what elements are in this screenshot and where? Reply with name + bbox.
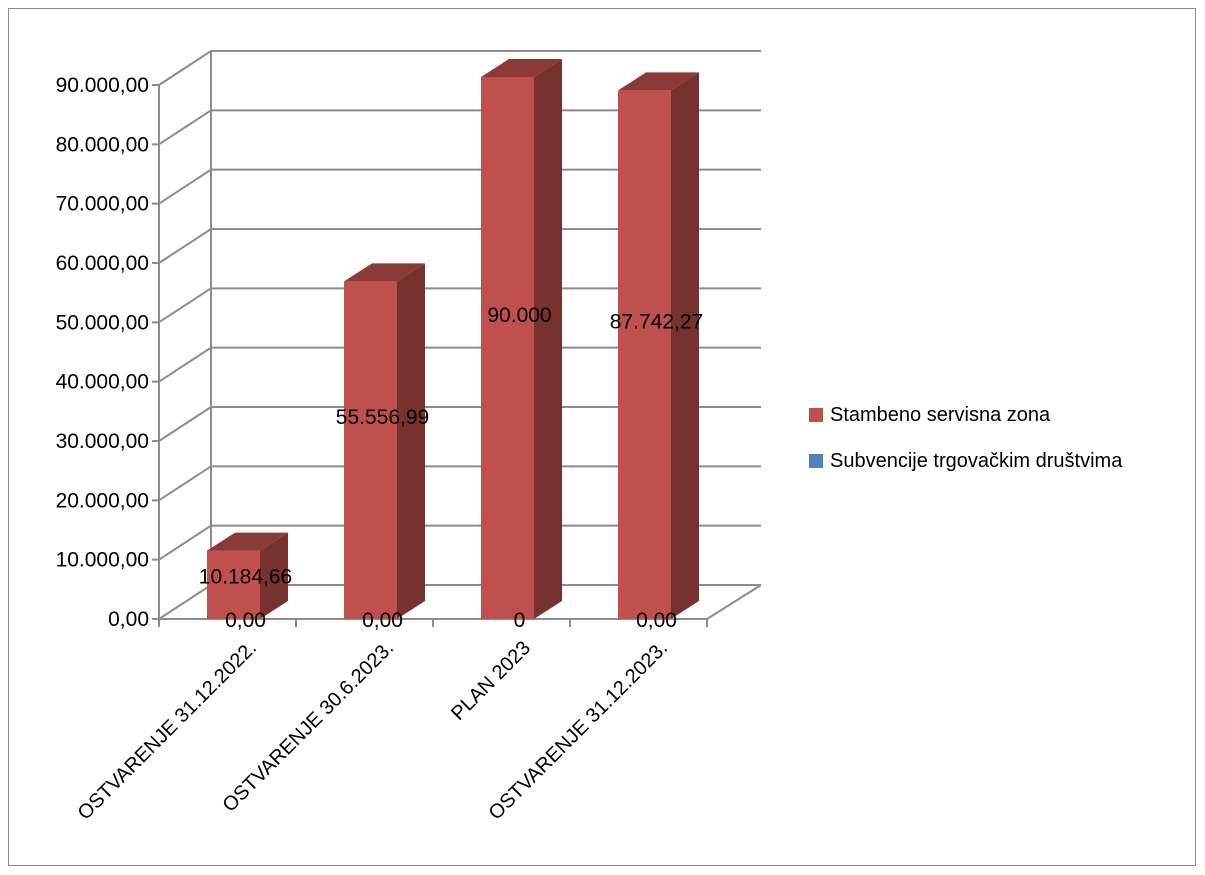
y-tick-label: 40.000,00 (56, 371, 149, 394)
gridline (158, 406, 761, 442)
gridline (158, 228, 761, 264)
legend: Stambeno servisna zona Subvencije trgovač… (809, 404, 1123, 472)
data-labels: 10.184,66 0,00 55.556,99 0,00 90.000 0 87.742,… (199, 304, 703, 632)
gridline (158, 287, 761, 324)
data-label: 10.184,66 (199, 566, 292, 589)
gridlines (158, 50, 761, 620)
y-tick-label: 0,00 (108, 608, 149, 631)
legend-swatch (809, 408, 823, 422)
y-tick-label: 80.000,00 (56, 133, 149, 156)
gridline (158, 346, 761, 383)
axes (152, 84, 708, 627)
y-tick-label: 20.000,00 (56, 489, 149, 512)
data-label: 0,00 (362, 609, 403, 632)
data-label: 55.556,99 (336, 406, 429, 429)
data-label: 0,00 (225, 609, 266, 632)
y-tick-labels: 0,00 10.000,00 20.000,00 30.000,00 40.000,00… (56, 74, 149, 631)
gridline (158, 465, 761, 502)
x-tick-label: PLAN 2023 (447, 637, 535, 725)
bar-top (618, 72, 699, 91)
bar-side (397, 263, 425, 619)
y-tick-label: 50.000,00 (56, 311, 149, 334)
bar-0 (207, 532, 288, 619)
bar-3 (618, 72, 699, 619)
gridline (158, 168, 761, 205)
y-tick-label: 60.000,00 (56, 252, 149, 275)
bar-side (260, 532, 288, 619)
bar-side (671, 72, 699, 619)
chart-area: 0,00 10.000,00 20.000,00 30.000,00 40.000,00… (8, 8, 1196, 866)
data-label: 0 (514, 609, 526, 632)
bar-front (344, 281, 397, 619)
legend-label: Stambeno servisna zona (830, 404, 1051, 426)
y-tick-label: 90.000,00 (56, 74, 149, 97)
legend-swatch (809, 454, 823, 468)
bar-top (207, 532, 288, 551)
y-tick-label: 70.000,00 (56, 193, 149, 216)
data-label: 90.000 (487, 304, 551, 327)
gridline (158, 524, 761, 561)
gridline (158, 50, 761, 86)
bar-front (481, 77, 534, 619)
data-label: 87.742,27 (610, 311, 703, 334)
gridline (158, 109, 761, 146)
bars (207, 59, 699, 619)
bar-top (481, 59, 562, 77)
y-tick-label: 10.000,00 (56, 549, 149, 572)
y-tick-label: 30.000,00 (56, 430, 149, 453)
bar-front (618, 90, 671, 619)
data-label: 0,00 (636, 609, 677, 632)
x-tick-labels: OSTVARENJE 31.12.2022.OSTVARENJE 30.6.20… (74, 637, 672, 824)
bar-side (534, 59, 562, 619)
bar-1 (344, 263, 425, 619)
bar-chart: 0,00 10.000,00 20.000,00 30.000,00 40.000,00… (56, 50, 1123, 824)
bar-top (344, 263, 425, 282)
legend-label: Subvencije trgovačkim društvima (830, 450, 1123, 472)
bar-front (207, 550, 260, 619)
bar-2 (481, 59, 562, 619)
